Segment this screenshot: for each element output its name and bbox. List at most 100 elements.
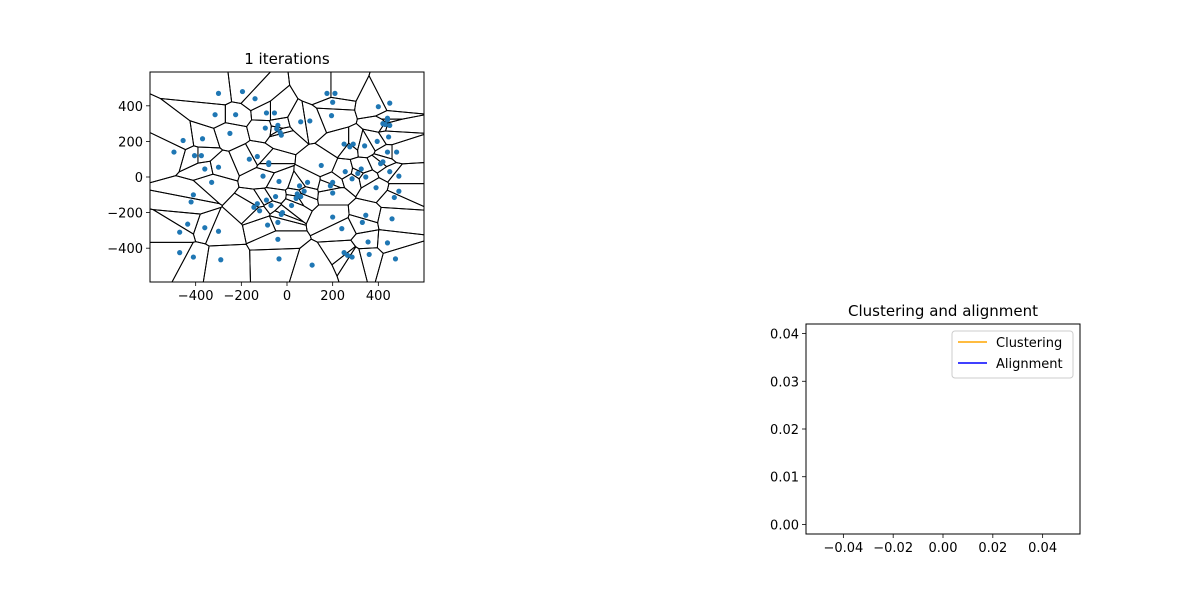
data-point [362,143,368,149]
data-point [218,257,224,263]
data-point [304,179,311,185]
data-point [171,149,177,155]
chart-title: Clustering and alignment [848,302,1038,320]
voronoi-cell [330,71,371,102]
voronoi-cell [152,209,201,235]
voronoi-cell [268,215,308,232]
chart-title: 1 iterations [244,50,330,68]
x-tick-label: 0 [283,289,291,304]
x-tick-label: 0.02 [978,541,1007,556]
data-point [375,104,381,110]
y-tick-label: 0.03 [770,375,799,390]
voronoi-cell [149,131,187,184]
data-point [263,110,270,116]
data-point [387,122,393,128]
data-point [392,256,399,262]
x-tick-label: 400 [366,289,391,304]
x-tick-label: −200 [223,289,259,304]
voronoi-cell [391,133,425,165]
data-point [341,141,347,147]
data-point [246,156,252,162]
y-tick-label: 0.01 [770,471,799,486]
voronoi-cell [149,241,195,283]
data-point [396,173,402,179]
data-point [298,193,304,200]
data-point [298,119,304,125]
voronoi-cell [192,206,223,245]
data-point [268,202,274,209]
data-point [384,149,391,155]
voronoi-cell [227,71,272,105]
data-point [309,262,315,268]
data-point [260,173,266,179]
voronoi-cell [204,206,247,247]
data-point [180,137,186,144]
x-tick-label: −0.02 [873,541,913,556]
data-point [365,239,371,245]
data-point [387,100,393,106]
data-point [332,90,338,96]
data-point [355,170,361,177]
data-point [330,179,336,185]
voronoi-cell [149,175,222,205]
data-point [318,162,324,169]
x-axis: −0.04 −0.02 0.00 0.02 0.04 [823,534,1057,556]
voronoi-cell [171,241,210,283]
y-tick-label: 0.02 [770,423,799,438]
y-tick-label: −200 [107,207,143,222]
data-point [263,197,270,203]
data-point [358,166,364,172]
data-point [396,188,402,194]
data-point [252,96,258,102]
x-tick-label: 0.00 [929,541,958,556]
y-axis: 0.00 0.01 0.02 0.03 0.04 [770,328,806,533]
y-tick-label: −400 [107,242,143,257]
voronoi-cell [387,162,425,185]
data-point [177,250,183,256]
data-point [185,221,191,227]
data-point [233,112,239,118]
data-point [328,113,335,119]
data-point [188,199,194,205]
data-point [349,254,355,260]
voronoi-chart: 1 iterations −400 −200 0 200 400 −400 −200 0 20… [107,50,425,304]
data-point [254,201,260,207]
data-point [276,256,282,262]
data-point [215,164,222,170]
voronoi-cell [213,122,251,152]
voronoi-cell [268,210,307,226]
data-point [212,112,218,118]
y-tick-label: 0 [135,171,143,186]
voronoi-cell [386,183,425,208]
data-point [251,204,257,210]
voronoi-cell [249,247,301,283]
voronoi-cell [331,157,354,180]
data-point [384,117,391,123]
data-point [324,90,330,96]
y-axis: −400 −200 0 200 400 [107,100,150,257]
data-point [382,121,388,128]
data-point [239,88,246,95]
data-point [330,214,336,220]
data-point [307,118,313,124]
data-point [198,153,204,159]
data-point [288,202,295,209]
voronoi-cell [350,229,380,250]
voronoi-cell [309,216,357,243]
y-tick-label: 0.00 [770,518,799,533]
voronoi-cell [315,107,358,134]
voronoi-cell [288,238,340,283]
data-point [264,222,271,228]
y-tick-label: 200 [118,135,143,150]
clustering-alignment-chart: Clustering and alignment −0.04 −0.02 0.00 0… [770,302,1081,556]
data-point [275,122,281,128]
data-point [391,194,397,201]
voronoi-cell [355,177,390,204]
y-tick-label: 0.04 [770,328,799,343]
data-point [296,183,303,189]
voronoi-cell [265,164,295,191]
x-tick-label: 0.04 [1028,541,1057,556]
voronoi-cell [376,229,425,254]
data-point [275,236,281,242]
data-point [215,90,222,96]
